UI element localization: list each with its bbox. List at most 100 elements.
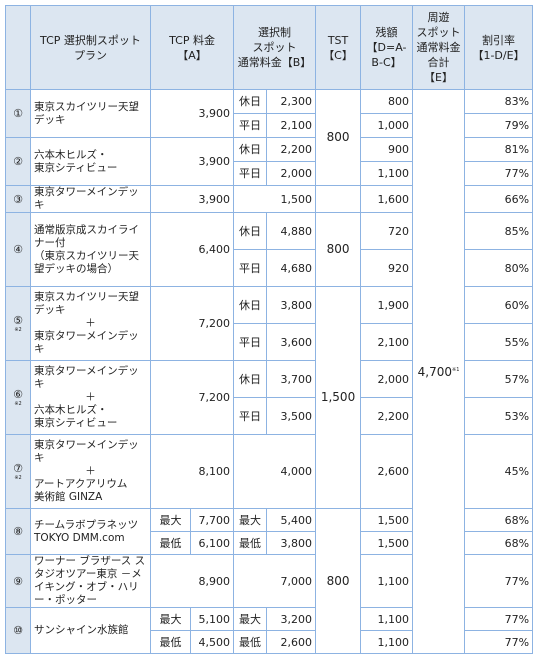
remaining-amount: 800 — [360, 89, 414, 114]
discount-rate: 55% — [464, 323, 534, 361]
discount-rate: 81% — [464, 137, 534, 162]
discount-rate: 77% — [464, 161, 534, 186]
discount-rate: 77% — [464, 607, 534, 631]
header-tour-total: 周遊 スポット 通常料金 合計【E】 — [412, 5, 466, 90]
tst-fare: 800 — [315, 508, 362, 654]
plan-name: 東京スカイツリー天望デッキ — [30, 89, 151, 138]
discount-rate: 57% — [464, 360, 534, 398]
day-type-label: 平日 — [233, 323, 268, 361]
spot-fare: 4,000 — [233, 434, 317, 509]
table-row: 平日 2,100 1,000 79% — [6, 113, 534, 138]
fare-range-label: 最低 — [233, 630, 268, 654]
tcp-fare: 8,900 — [149, 554, 235, 608]
row-number: ② — [5, 137, 31, 186]
remaining-amount: 1,900 — [360, 286, 414, 324]
remaining-amount: 1,500 — [360, 531, 414, 555]
discount-rate: 60% — [464, 286, 534, 324]
day-type-label: 休日 — [233, 89, 268, 114]
spot-fare: 3,500 — [266, 397, 317, 435]
discount-rate: 45% — [464, 434, 534, 509]
remaining-amount: 1,600 — [360, 185, 414, 213]
remaining-amount: 2,600 — [360, 434, 414, 509]
spot-fare: 3,600 — [266, 323, 317, 361]
fare-range-label: 最大 — [233, 508, 268, 532]
tcp-fare: 3,900 — [149, 185, 235, 213]
fare-range-label: 最低 — [150, 630, 191, 654]
table-row: 平日 2,000 1,100 77% — [6, 161, 534, 186]
note-1-mark: ※1 — [452, 367, 460, 373]
spot-fare: 4,880 — [266, 212, 317, 250]
row-number: ④ — [5, 212, 31, 287]
table-row: ⑥ ※2 東京タワーメインデッキ＋六本木ヒルズ・ 東京シティビュー 7,200 休日… — [5, 360, 534, 435]
fare-range-label: 最大 — [233, 607, 268, 631]
plan-name: 六本木ヒルズ・ 東京シティビュー — [30, 137, 151, 186]
discount-rate: 53% — [464, 397, 534, 435]
remaining-amount: 900 — [360, 137, 414, 162]
tcp-fare: 7,200 — [149, 360, 235, 435]
discount-rate: 68% — [464, 508, 534, 532]
fare-range-label: 最大 — [150, 508, 191, 532]
plan-name: 東京タワーメインデッキ＋アートアクアリウム 美術館 GINZA — [30, 434, 151, 509]
remaining-amount: 920 — [360, 249, 414, 287]
plan-name: 通常版京成スカイライナー付 （東京スカイツリー天望デッキの場合） — [30, 212, 151, 287]
header-select-spot-fare: 選択制 スポット 通常料金【B】 — [233, 5, 317, 90]
day-type-label: 平日 — [233, 397, 268, 435]
remaining-amount: 2,200 — [360, 397, 414, 435]
spot-fare: 3,700 — [266, 360, 317, 398]
remaining-amount: 1,000 — [360, 113, 414, 138]
spot-fare: 2,300 — [266, 89, 317, 114]
day-type-label: 休日 — [233, 360, 268, 398]
note-2-mark: ※2 — [14, 327, 22, 333]
header-remaining: 残額 【D=A- B-C】 — [360, 5, 414, 90]
day-type-label: 休日 — [233, 286, 268, 324]
row-number: ⑥ ※2 — [5, 360, 31, 435]
day-type-label: 休日 — [233, 212, 268, 250]
discount-rate: 68% — [464, 531, 534, 555]
tst-fare: 800 — [315, 212, 362, 287]
plan-name: 東京スカイツリー天望デッキ＋東京タワーメインデッキ — [30, 286, 151, 361]
plus-sign: ＋ — [85, 317, 96, 329]
remaining-amount: 2,100 — [360, 323, 414, 361]
fare-comparison-table: TCP 選択制スポット プラン TCP 料金 【A】 選択制 スポット 通常料金【B】 … — [5, 5, 534, 654]
row-number: ① — [5, 89, 31, 138]
plus-sign: ＋ — [85, 391, 96, 403]
tcp-fare: 8,100 — [149, 434, 235, 509]
day-type-label: 休日 — [233, 137, 268, 162]
table-row: 最低 4,500 最低 2,600 1,100 77% — [6, 630, 534, 654]
header-tst: TST 【C】 — [315, 5, 362, 90]
discount-rate: 80% — [464, 249, 534, 287]
table-row: ① 東京スカイツリー天望デッキ 3,900 休日 2,300 800 800 4… — [5, 89, 534, 654]
tcp-fare: 4,500 — [189, 630, 235, 654]
table-row: ⑤ ※2 東京スカイツリー天望デッキ＋東京タワーメインデッキ 7,200 休日 3… — [5, 286, 534, 509]
table-row: 平日 4,680 920 80% — [6, 249, 534, 287]
note-2-mark: ※2 — [14, 401, 22, 407]
remaining-amount: 720 — [360, 212, 414, 250]
remaining-amount: 2,000 — [360, 360, 414, 398]
discount-rate: 83% — [464, 89, 534, 114]
tcp-fare: 7,200 — [149, 286, 235, 361]
header-tcp-fare: TCP 料金 【A】 — [149, 5, 235, 90]
remaining-amount: 1,100 — [360, 607, 414, 631]
spot-fare: 2,200 — [266, 137, 317, 162]
row-number: ⑤ ※2 — [5, 286, 31, 361]
fare-range-label: 最低 — [233, 531, 268, 555]
spot-fare: 3,200 — [266, 607, 317, 631]
tour-spot-total: 4,700※1 — [412, 89, 466, 654]
discount-rate: 77% — [464, 554, 534, 608]
plan-name: サンシャイン水族館 — [30, 607, 151, 654]
spot-fare: 5,400 — [266, 508, 317, 532]
spot-fare: 1,500 — [233, 185, 317, 213]
spot-fare: 3,800 — [266, 286, 317, 324]
tcp-fare: 7,700 — [189, 508, 235, 532]
discount-rate: 85% — [464, 212, 534, 250]
tcp-fare: 3,900 — [149, 137, 235, 186]
tcp-fare: 6,100 — [189, 531, 235, 555]
remaining-amount: 1,500 — [360, 508, 414, 532]
header-row: TCP 選択制スポット プラン TCP 料金 【A】 選択制 スポット 通常料金【B】 … — [5, 5, 534, 90]
tcp-fare: 3,900 — [149, 89, 235, 138]
day-type-label: 平日 — [233, 249, 268, 287]
fare-range-label: 最低 — [150, 531, 191, 555]
plan-name: チームラボプラネッツ TOKYO DMM.com — [30, 508, 151, 555]
row-number: ⑨ — [5, 554, 31, 608]
row-number: ⑧ — [5, 508, 31, 555]
